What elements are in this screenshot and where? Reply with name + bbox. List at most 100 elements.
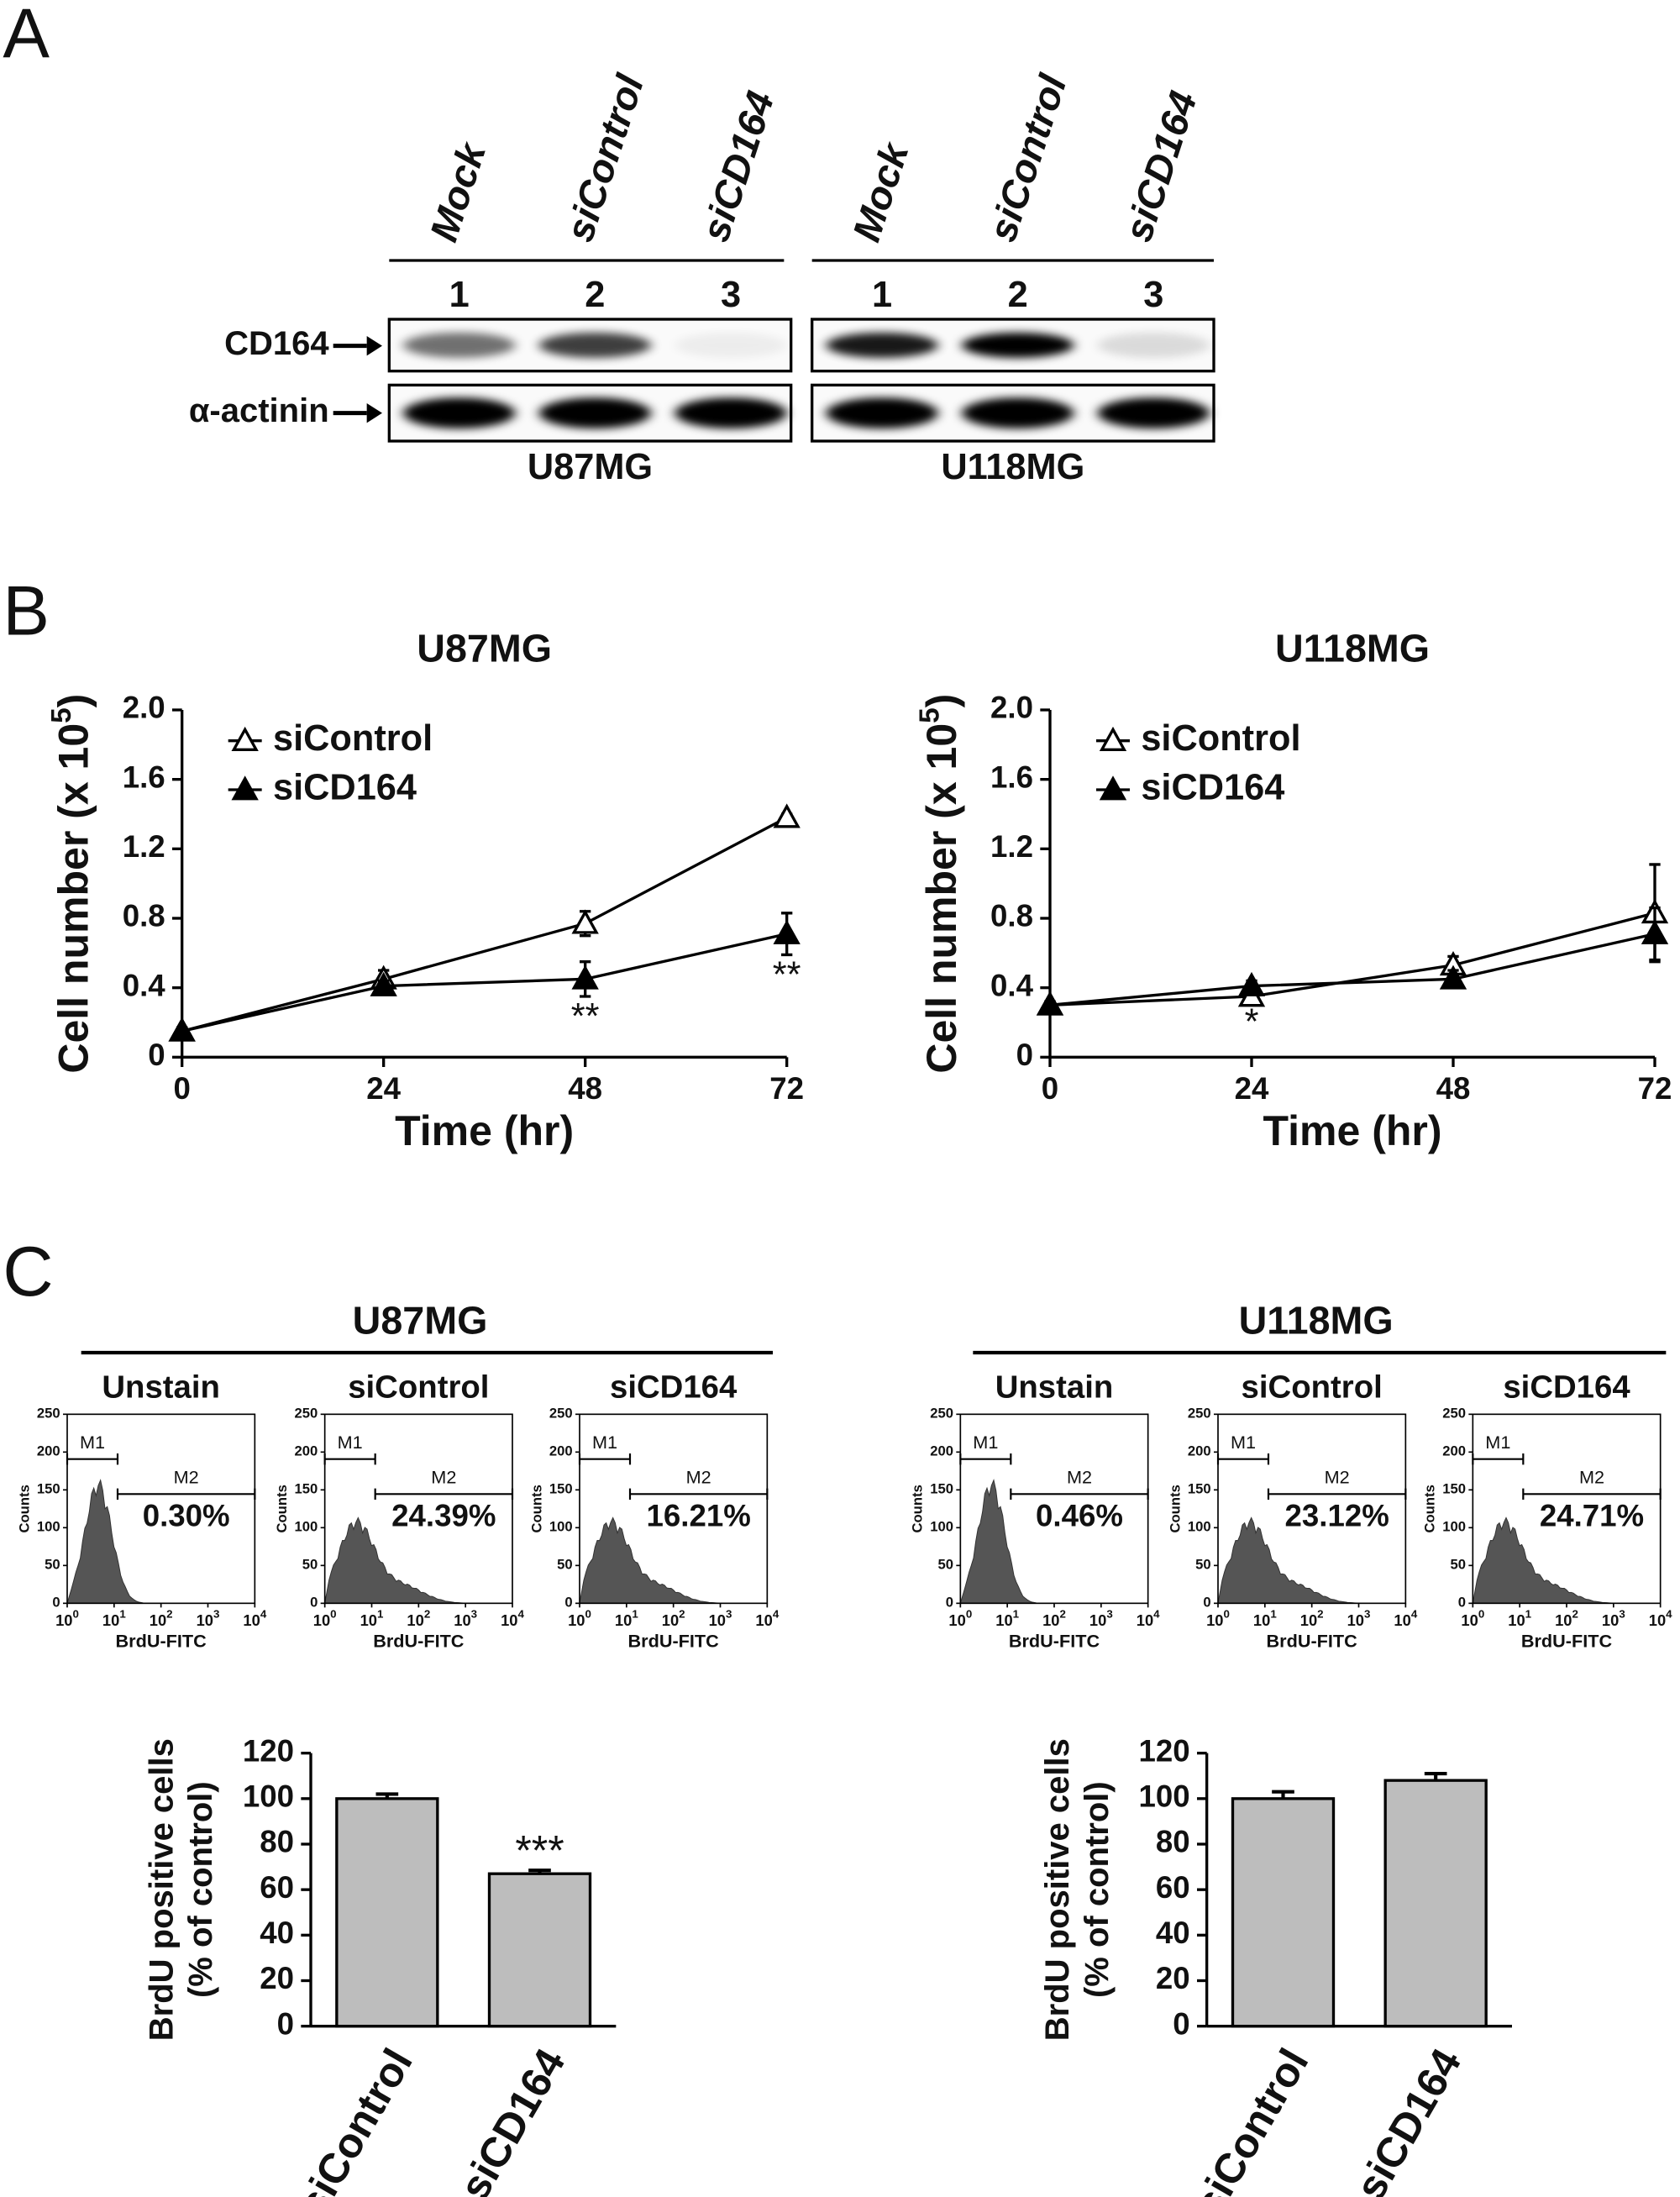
histogram (1217, 1516, 1358, 1604)
hist-xtick-label: 100 (313, 1607, 337, 1629)
hist-xtick-label: 104 (243, 1607, 266, 1629)
hist-xtick-exp: 3 (213, 1607, 219, 1620)
hist-ytick-label: 150 (37, 1481, 60, 1497)
band (826, 332, 938, 358)
gate-m1 (1472, 1453, 1525, 1465)
hist-xtick-exp: 4 (260, 1607, 267, 1620)
gate-percent: 23.12% (1285, 1498, 1389, 1532)
x-tick-label: 24 (366, 1071, 401, 1106)
hist-xtick-label: 103 (1089, 1607, 1113, 1629)
hist-xtick-label: 103 (197, 1607, 220, 1629)
hist-xtick-exp: 4 (1153, 1607, 1160, 1620)
band (826, 397, 938, 428)
hist-xtick-base: 10 (55, 1611, 72, 1629)
hist-xtick-label: 104 (1137, 1607, 1160, 1629)
hist-xtick-label: 103 (709, 1607, 732, 1629)
hist-ytick-label: 100 (295, 1519, 318, 1535)
hist-xtick-base: 10 (454, 1611, 470, 1629)
hist-xtick-exp: 4 (773, 1607, 780, 1620)
hist-ytick-label: 50 (45, 1557, 60, 1573)
hist-ytick-label: 200 (1188, 1443, 1211, 1459)
hist-xtick-exp: 1 (119, 1607, 126, 1620)
marker (571, 909, 599, 934)
marker (370, 971, 397, 996)
arrow-head (366, 336, 382, 356)
gate-percent: 0.30% (143, 1498, 230, 1532)
hist-xtick-base: 10 (615, 1611, 632, 1629)
hist-title: siCD164 (1503, 1369, 1630, 1405)
legend-label: siControl (1141, 718, 1300, 759)
hist-xtick-label: 100 (1461, 1607, 1484, 1629)
hist-ytick-label: 150 (549, 1481, 573, 1497)
hist-xtick-exp: 3 (1619, 1607, 1625, 1620)
legend-marker (231, 726, 259, 751)
x-tick-label: 0 (173, 1071, 190, 1106)
hist-xtick-exp: 4 (1666, 1607, 1672, 1620)
hist-ylabel: Counts (1422, 1485, 1438, 1532)
annotation: ** (571, 996, 600, 1037)
hist-xtick-exp: 2 (1572, 1607, 1578, 1620)
band (538, 397, 651, 428)
legend-marker (231, 775, 259, 801)
gate-m1 (66, 1453, 119, 1465)
hist-xtick-base: 10 (948, 1611, 965, 1629)
lane-label: Mock (422, 136, 495, 246)
lane-label: siControl (557, 69, 652, 247)
y-tick-label: 120 (243, 1733, 294, 1768)
y-tick-label: 0 (277, 2006, 294, 2041)
y-axis-label-end: ) (918, 694, 965, 708)
gate-percent: 24.39% (391, 1498, 496, 1532)
gate-m2 (374, 1488, 514, 1500)
hist-ylabel: Counts (910, 1485, 926, 1532)
y-axis-label: Cell number (x 105) (46, 694, 97, 1074)
x-tick-label: siControl (1184, 2041, 1317, 2197)
hist-xtick-label: 102 (150, 1607, 173, 1629)
y-tick-label: 20 (260, 1961, 294, 1995)
y-tick-label: 0.8 (123, 899, 165, 933)
hist-xtick-exp: 1 (377, 1607, 384, 1620)
gate-label: M1 (80, 1432, 105, 1453)
legend-label: siCD164 (273, 767, 417, 807)
gate-label: M1 (1231, 1432, 1256, 1453)
hist-xtick-exp: 4 (517, 1607, 524, 1620)
gate-label: M1 (1485, 1432, 1510, 1453)
x-axis-label: Time (hr) (1263, 1107, 1442, 1154)
hist-xtick-base: 10 (995, 1611, 1012, 1629)
y-tick-label: 1.2 (990, 829, 1033, 864)
lane-number: 3 (1143, 275, 1163, 315)
gate-m2 (628, 1488, 769, 1500)
x-tick-label: siCD164 (450, 2041, 574, 2197)
hist-xtick-base: 10 (1347, 1611, 1364, 1629)
lane-number: 1 (872, 275, 892, 315)
gate-label: M2 (1325, 1467, 1350, 1488)
band (403, 397, 516, 428)
hist-xtick-label: 101 (1253, 1607, 1277, 1629)
gate-label: M1 (338, 1432, 363, 1453)
hist-xtick-base: 10 (1042, 1611, 1059, 1629)
hist-xtick-base: 10 (1649, 1611, 1666, 1629)
y-tick-label: 0.8 (990, 899, 1033, 933)
gate-label: M2 (174, 1467, 199, 1488)
chart-title: U87MG (417, 626, 552, 670)
band (1097, 397, 1210, 428)
hist-xtick-label: 102 (1555, 1607, 1578, 1629)
marker (773, 803, 801, 828)
lane-number: 2 (1008, 275, 1028, 315)
hist-xtick-label: 101 (360, 1607, 384, 1629)
marker (1036, 991, 1064, 1016)
bar (1231, 1797, 1336, 2028)
gate-m2 (1522, 1488, 1662, 1500)
hist-ytick-label: 250 (37, 1406, 60, 1422)
hist-ytick-label: 250 (1442, 1406, 1466, 1422)
hist-xtick-base: 10 (1253, 1611, 1270, 1629)
hist-ytick-label: 50 (1450, 1557, 1466, 1573)
band (962, 397, 1074, 428)
x-tick-label: 24 (1235, 1071, 1269, 1106)
y-tick-label: 0 (1173, 2006, 1189, 2041)
cell-line-label: U118MG (941, 447, 1084, 487)
hist-xtick-base: 10 (150, 1611, 166, 1629)
gate-label: M2 (1067, 1467, 1092, 1488)
gate-m2 (116, 1488, 256, 1500)
hist-ytick-label: 0 (946, 1595, 953, 1611)
hist-xlabel: BrdU-FITC (116, 1631, 207, 1652)
